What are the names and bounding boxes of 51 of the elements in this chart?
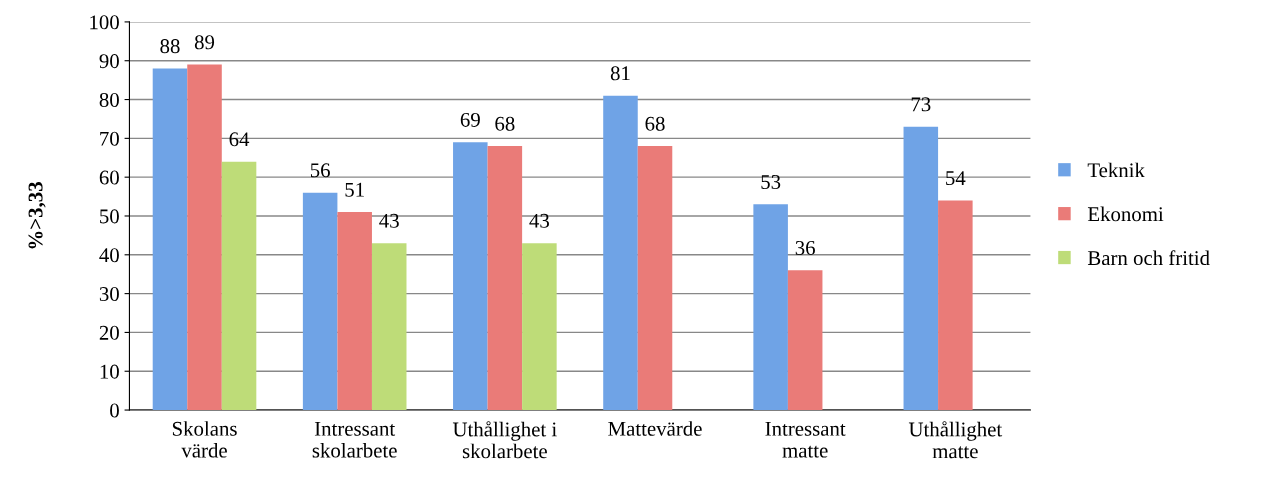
bar <box>522 243 557 411</box>
y-tick-label: 80 <box>99 92 119 107</box>
bar <box>302 192 338 411</box>
x-tick-label: Uthållighet i skolarbete <box>452 421 557 459</box>
x-tick-label: Mattevärde <box>608 421 702 436</box>
y-tick-label: 60 <box>99 170 119 185</box>
bar <box>221 161 257 411</box>
bar <box>603 95 638 411</box>
y-tick-label: 100 <box>90 15 119 30</box>
bar <box>152 68 188 411</box>
bar <box>903 126 939 411</box>
data-label: 51 <box>345 182 364 197</box>
data-label: 36 <box>795 240 815 255</box>
data-label: 73 <box>911 97 931 112</box>
data-label: 64 <box>229 132 250 147</box>
y-tick-label: 40 <box>99 248 119 263</box>
legend-label: Ekonomi <box>1087 206 1164 222</box>
y-tick-label: 10 <box>100 364 119 379</box>
bar <box>371 243 407 411</box>
bar <box>453 142 488 411</box>
y-tick-label: 30 <box>99 286 119 302</box>
data-label: 89 <box>194 35 215 50</box>
y-axis-title: %>3,33 <box>28 182 46 249</box>
y-tick-label: 20 <box>99 325 119 340</box>
data-label: 68 <box>495 116 515 131</box>
data-label: 68 <box>645 116 665 131</box>
data-label: 43 <box>379 213 399 228</box>
bar <box>787 270 823 411</box>
x-tick-label: Skolans värde <box>172 421 237 458</box>
data-label: 53 <box>761 175 781 189</box>
bar <box>938 200 973 411</box>
x-tick-label: Intressant skolarbete <box>312 421 397 458</box>
x-tick-label: Intressant matte <box>765 421 846 458</box>
bar <box>337 212 372 411</box>
bar <box>187 64 222 411</box>
data-label: 88 <box>160 39 180 54</box>
data-label: 43 <box>529 213 549 228</box>
legend-label: Teknik <box>1087 162 1145 178</box>
y-tick-label: 90 <box>99 54 119 69</box>
y-tick-label: 0 <box>110 403 119 418</box>
y-tick-label: 50 <box>100 209 119 224</box>
bar <box>487 146 523 411</box>
data-label: 81 <box>610 66 630 81</box>
y-tick-label: 70 <box>100 131 119 146</box>
bar <box>637 146 673 411</box>
x-tick-label: Uthållighet matte <box>908 421 1003 459</box>
data-label: 69 <box>460 112 480 127</box>
bar <box>753 204 788 411</box>
legend-label: Barn och fritid <box>1087 250 1210 266</box>
data-label: 54 <box>946 171 966 186</box>
data-label: 56 <box>310 163 330 178</box>
